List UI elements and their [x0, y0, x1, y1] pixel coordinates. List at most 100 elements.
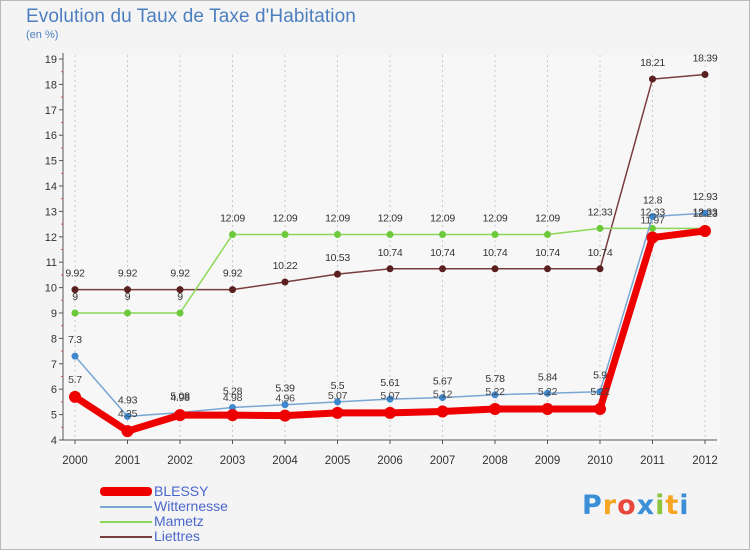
data-point-blessy	[331, 406, 344, 419]
data-label-witternesse: 5.61	[380, 377, 400, 389]
data-label-witternesse: 4.93	[118, 394, 138, 406]
data-point-mametz	[596, 224, 604, 232]
y-tick-label: 9	[51, 308, 57, 320]
data-point-mametz	[176, 309, 184, 317]
data-label-liettres: 10.22	[273, 260, 298, 272]
legend-swatch-mametz	[100, 521, 152, 523]
x-tick-label: 2000	[62, 455, 88, 467]
data-label-mametz: 9	[177, 291, 183, 303]
data-label-blessy: 4.96	[275, 393, 295, 405]
data-label-mametz: 9	[125, 291, 131, 303]
legend-swatch-blessy	[100, 487, 152, 496]
data-point-blessy	[699, 224, 711, 237]
data-point-mametz	[281, 231, 289, 239]
data-point-witternesse	[281, 401, 289, 409]
data-label-blessy: 5.22	[538, 386, 558, 398]
data-point-blessy	[594, 403, 606, 416]
data-label-mametz: 9	[72, 291, 78, 303]
data-label-mametz: 12.33	[640, 206, 665, 218]
data-point-witternesse	[334, 398, 341, 406]
x-tick-label: 2009	[535, 455, 561, 467]
data-label-witternesse: 5.5	[331, 380, 345, 392]
data-label-mametz: 12.09	[220, 213, 245, 225]
data-label-blessy: 5.07	[380, 390, 400, 402]
data-label-witternesse: 5.67	[433, 376, 453, 388]
logo-letter: t	[665, 490, 680, 521]
data-label-liettres: 9.92	[65, 268, 85, 280]
data-point-liettres	[544, 265, 551, 273]
data-point-blessy	[226, 409, 239, 422]
data-label-witternesse: 5.08	[170, 391, 190, 403]
data-point-witternesse	[229, 403, 236, 411]
data-label-witternesse: 5.84	[538, 371, 558, 383]
data-point-witternesse	[491, 391, 499, 399]
data-label-liettres: 10.74	[588, 247, 613, 259]
legend-label-witternesse: Witternesse	[154, 498, 228, 514]
data-label-blessy: 5.22	[590, 386, 610, 398]
data-label-mametz: 12.09	[483, 213, 508, 225]
logo-letter: x	[636, 490, 656, 521]
data-point-blessy	[279, 409, 291, 422]
data-label-witternesse: 5.39	[275, 383, 295, 395]
logo-letter: P	[582, 490, 603, 521]
data-label-blessy: 5.12	[433, 389, 453, 401]
legend-swatch-liettres	[100, 536, 152, 538]
data-labels: 9.92 9.92 9.92 9.92 10.22 10.53 10.74 10.74 10.7…	[65, 52, 718, 420]
data-point-mametz	[544, 231, 551, 239]
y-tick-label: 8	[51, 333, 57, 345]
data-point-witternesse	[649, 212, 656, 220]
data-label-witternesse: 12.93	[693, 191, 718, 203]
data-point-mametz	[491, 231, 499, 239]
data-point-witternesse	[701, 209, 709, 217]
legend-label-liettres: Liettres	[154, 528, 200, 544]
y-tick-label: 19	[45, 54, 57, 66]
data-label-blessy: 5.7	[68, 374, 82, 386]
y-tick-label: 16	[45, 130, 57, 142]
y-tick-label: 17	[45, 105, 57, 117]
data-point-blessy	[541, 403, 554, 416]
legend-label-mametz: Mametz	[154, 513, 204, 529]
x-tick-label: 2011	[640, 455, 665, 467]
data-point-liettres	[124, 286, 131, 294]
data-label-liettres: 9.92	[118, 268, 138, 280]
data-label-mametz: 12.09	[535, 213, 560, 225]
data-label-mametz: 12.33	[693, 206, 718, 218]
data-label-witternesse: 5.78	[485, 373, 505, 385]
data-point-liettres	[334, 270, 341, 278]
series-liettres	[71, 70, 709, 294]
series-mametz	[71, 224, 709, 317]
x-tick-label: 2006	[377, 455, 403, 467]
legend-label-blessy: BLESSY	[154, 483, 209, 499]
data-point-mametz	[334, 231, 341, 239]
y-axis: 4 5 6 7 8 9 10 11 12 13 14 15 16 17 18 19	[45, 53, 64, 447]
data-label-blessy: 5.22	[485, 386, 505, 398]
x-tick-label: 2004	[272, 455, 298, 467]
data-point-blessy	[646, 231, 659, 244]
data-label-witternesse: 12.8	[643, 194, 663, 206]
y-tick-label: 10	[45, 283, 57, 295]
data-point-blessy	[174, 409, 186, 422]
data-point-mametz	[439, 231, 446, 239]
x-tick-label: 2007	[430, 455, 456, 467]
data-point-blessy	[436, 405, 449, 418]
data-point-liettres	[386, 265, 394, 273]
data-point-witternesse	[386, 395, 394, 403]
data-label-mametz: 12.09	[430, 213, 455, 225]
y-tick-label: 15	[45, 156, 57, 168]
x-tick-label: 2001	[115, 455, 141, 467]
data-point-liettres	[701, 70, 709, 78]
data-point-liettres	[71, 286, 79, 294]
x-tick-label: 2010	[587, 455, 613, 467]
data-label-witternesse: 5.28	[223, 385, 243, 397]
data-point-liettres	[491, 265, 499, 273]
data-point-witternesse	[71, 352, 79, 360]
x-tick-label: 2003	[220, 455, 246, 467]
data-point-witternesse	[124, 412, 131, 420]
data-label-blessy: 5.07	[328, 390, 348, 402]
logo-letter: i	[655, 490, 666, 521]
y-axis-unit-label: (en %)	[26, 29, 59, 41]
logo-letter: o	[617, 490, 637, 521]
data-label-liettres: 10.74	[430, 247, 455, 259]
data-label-blessy: 4.98	[223, 392, 243, 404]
y-tick-label: 11	[46, 257, 57, 269]
